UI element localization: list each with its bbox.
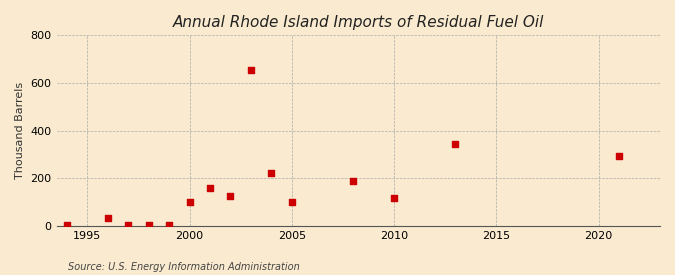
Point: [389, 196, 400, 201]
Point: [225, 194, 236, 198]
Point: [348, 178, 358, 183]
Point: [123, 223, 134, 227]
Point: [163, 223, 174, 227]
Point: [103, 216, 113, 221]
Y-axis label: Thousand Barrels: Thousand Barrels: [15, 82, 25, 179]
Text: Source: U.S. Energy Information Administration: Source: U.S. Energy Information Administ…: [68, 262, 299, 272]
Point: [205, 186, 215, 190]
Point: [184, 200, 195, 204]
Point: [614, 153, 624, 158]
Point: [61, 223, 72, 228]
Title: Annual Rhode Island Imports of Residual Fuel Oil: Annual Rhode Island Imports of Residual …: [173, 15, 544, 30]
Point: [143, 223, 154, 227]
Point: [266, 171, 277, 176]
Point: [246, 68, 256, 72]
Point: [286, 200, 297, 204]
Point: [450, 142, 461, 146]
